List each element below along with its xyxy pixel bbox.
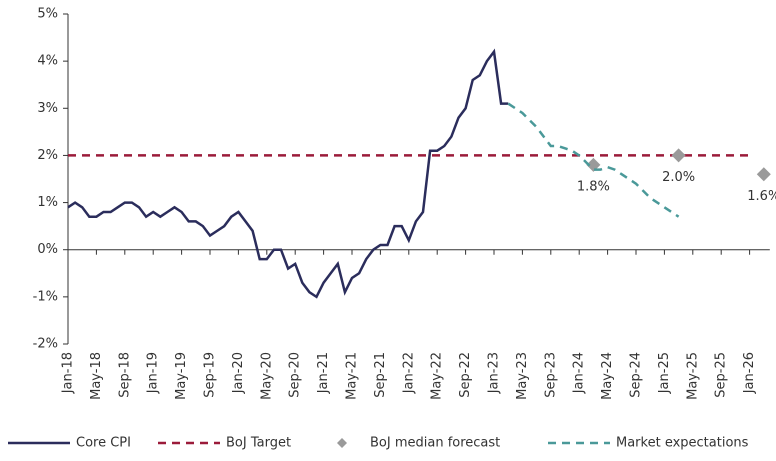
y-tick-label: 3% — [37, 101, 58, 116]
x-tick-label: Sep-18 — [117, 352, 132, 398]
x-tick-label: May-23 — [515, 352, 530, 400]
x-tick-label: May-20 — [259, 352, 274, 400]
y-tick-label: 0% — [37, 242, 58, 257]
x-tick-label: Jan-21 — [316, 352, 331, 394]
x-tick-label: Jan-25 — [657, 352, 672, 394]
x-tick-label: May-21 — [345, 352, 360, 400]
x-tick-label: Sep-20 — [288, 352, 303, 398]
x-tick-label: May-19 — [174, 352, 189, 400]
x-tick-label: Jan-20 — [231, 352, 246, 394]
y-tick-label: 1% — [37, 195, 58, 210]
x-tick-label: Sep-24 — [629, 352, 644, 398]
data-label: 1.6% — [747, 189, 776, 204]
y-tick-label: -2% — [33, 337, 58, 352]
legend-label: BoJ median forecast — [370, 436, 500, 451]
data-label: 2.0% — [662, 170, 695, 185]
legend-label: Market expectations — [616, 436, 749, 451]
data-label: 1.8% — [577, 179, 610, 194]
x-tick-label: Sep-19 — [203, 352, 218, 398]
x-tick-label: Jan-18 — [61, 352, 76, 394]
series-line — [67, 48, 509, 299]
x-tick-label: Jan-19 — [146, 352, 161, 394]
y-tick-label: 5% — [37, 7, 58, 22]
y-tick-label: -1% — [33, 289, 58, 304]
x-tick-label: Sep-22 — [458, 352, 473, 398]
x-tick-label: Jan-24 — [572, 352, 587, 394]
x-tick-label: May-18 — [89, 352, 104, 400]
x-tick-label: Sep-21 — [373, 352, 388, 398]
x-tick-label: Jan-23 — [487, 352, 502, 394]
legend-swatch — [337, 438, 347, 448]
forecast-marker — [671, 148, 686, 163]
x-tick-label: May-24 — [600, 352, 615, 400]
x-tick-label: May-25 — [685, 352, 700, 400]
x-tick-label: Jan-26 — [742, 352, 757, 394]
y-tick-label: 2% — [37, 148, 58, 163]
forecast-marker — [756, 167, 771, 182]
x-tick-label: Sep-25 — [714, 352, 729, 398]
y-tick-label: 4% — [37, 54, 58, 69]
x-tick-label: Sep-23 — [543, 352, 558, 398]
x-tick-label: May-22 — [430, 352, 445, 400]
legend-label: Core CPI — [76, 436, 131, 451]
x-tick-label: Jan-22 — [401, 352, 416, 394]
legend-label: BoJ Target — [226, 436, 291, 451]
